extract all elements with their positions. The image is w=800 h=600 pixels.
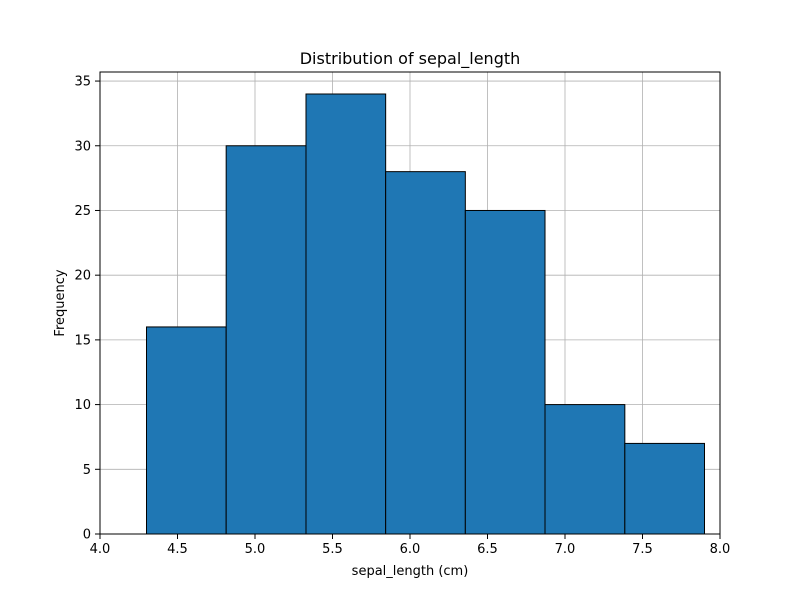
y-tick-label: 0	[83, 528, 91, 543]
x-tick-label: 4.0	[90, 542, 111, 557]
x-tick-label: 5.5	[322, 542, 343, 557]
x-tick-label: 5.0	[245, 542, 266, 557]
x-axis-label: sepal_length (cm)	[352, 564, 469, 579]
y-tick-label: 5	[83, 463, 91, 478]
histogram-bar	[305, 93, 387, 535]
y-tick-label: 25	[74, 204, 91, 219]
x-tick-label: 7.0	[555, 542, 576, 557]
histogram-bar	[225, 145, 307, 535]
x-tick-label: 6.5	[477, 542, 498, 557]
y-tick-label: 20	[74, 269, 91, 284]
x-axis-ticks: 4.0 4.5 5.0 5.5 6.0 6.5 7.0 7.5 8.0	[90, 534, 731, 557]
y-tick-label: 30	[74, 139, 91, 154]
chart-title: Distribution of sepal_length	[300, 49, 521, 69]
x-tick-label: 4.5	[167, 542, 188, 557]
histogram-bar	[624, 442, 706, 535]
x-tick-label: 8.0	[710, 542, 731, 557]
y-axis-label: Frequency	[53, 269, 68, 336]
histogram-bar	[146, 326, 227, 535]
histogram-bar	[385, 171, 466, 535]
bars	[146, 93, 706, 535]
y-tick-label: 10	[74, 398, 91, 413]
y-tick-label: 15	[74, 333, 91, 348]
x-tick-label: 7.5	[632, 542, 653, 557]
histogram-bar	[544, 404, 626, 535]
y-tick-label: 35	[74, 75, 91, 90]
x-tick-label: 6.0	[400, 542, 421, 557]
histogram-bar	[464, 209, 546, 535]
y-axis-ticks: 0 5 10 15 20 25 30 35	[74, 75, 100, 543]
